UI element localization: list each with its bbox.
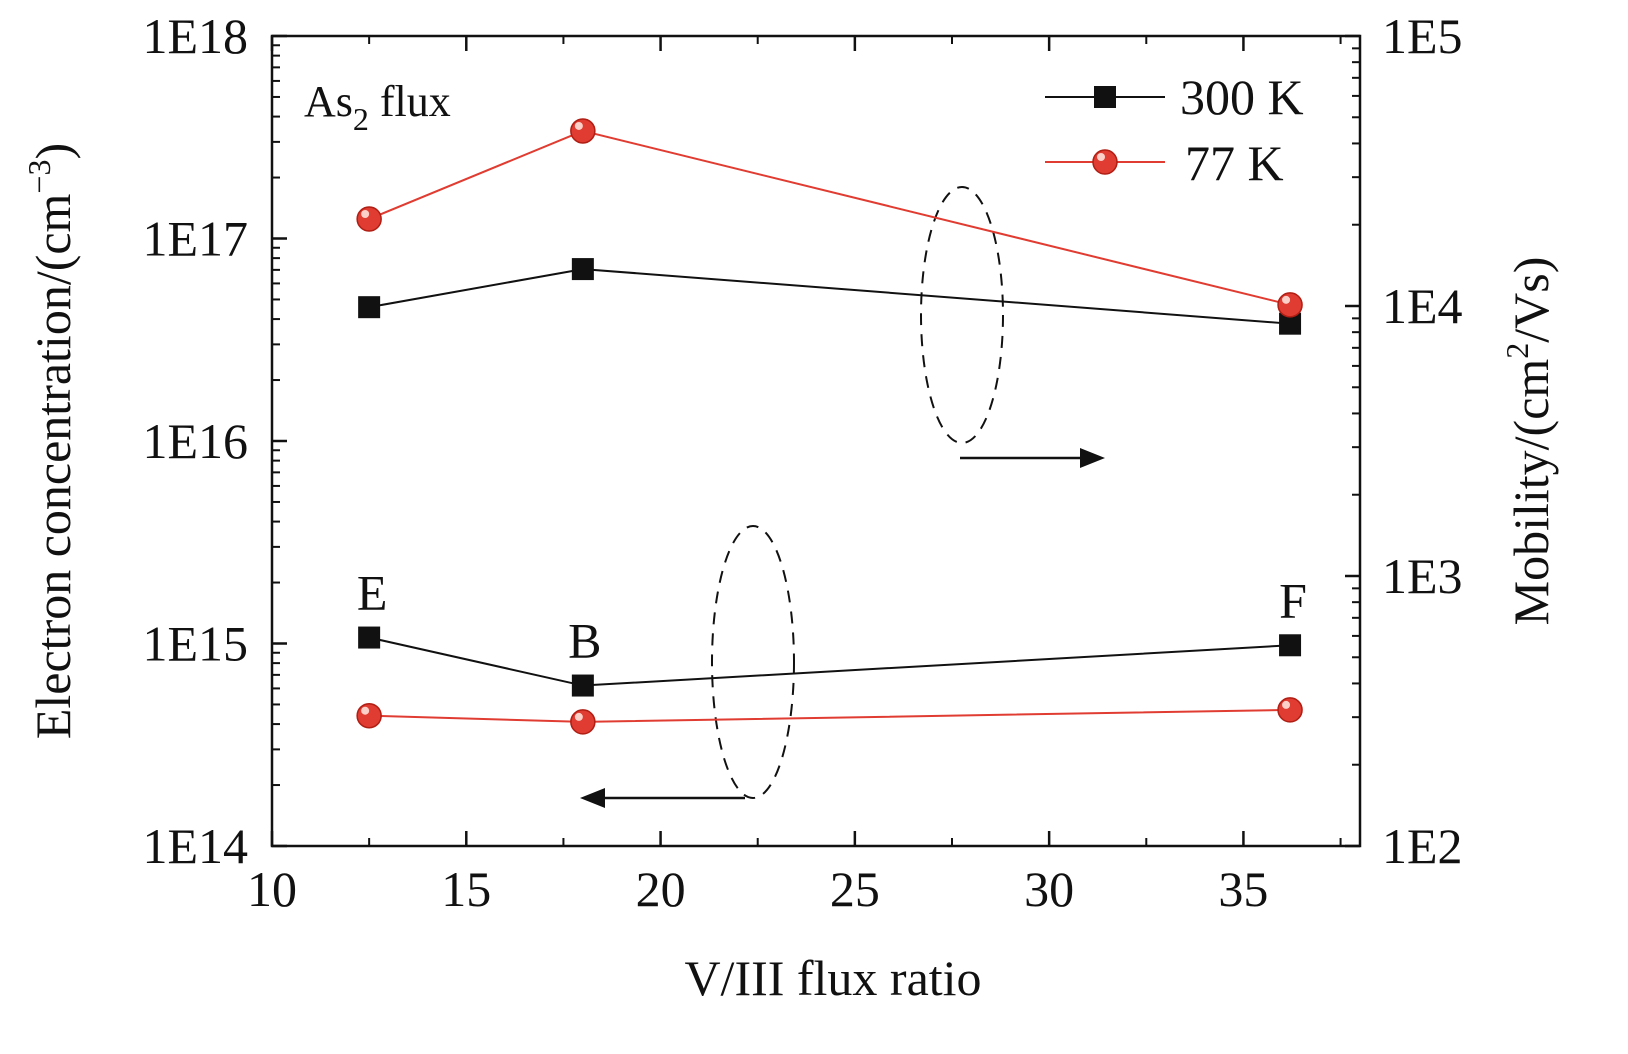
flux-annotation-rest: flux <box>369 77 451 126</box>
point-label-f: F <box>1279 572 1307 628</box>
legend-label-300k: 300 K <box>1180 69 1304 125</box>
point-label-e: E <box>357 565 388 621</box>
right-axis-ticks: 1E2 1E3 1E4 1E5 <box>1345 8 1463 874</box>
data-point-300-k-mobility <box>1279 312 1302 335</box>
series-line-300-k-electron-concentration <box>368 636 1291 687</box>
point-labels: EBF <box>357 565 1307 669</box>
data-point-300-k-electron-concentration <box>571 674 594 697</box>
data-point-77-k-mobility <box>356 206 382 232</box>
y-left-title-text: Electron concentration/(cm <box>25 193 81 739</box>
y-right-title-text: Mobility/(cm <box>1503 359 1559 626</box>
left-tick-label: 1E15 <box>142 616 248 672</box>
bottom-axis-ticks: 10 15 20 25 30 35 <box>247 36 1342 917</box>
mobility-group-ellipse <box>920 186 1004 444</box>
y-axis-left-title: Electron concentration/(cm−3) <box>21 143 81 739</box>
legend-label-77k: 77 K <box>1185 135 1284 191</box>
mobility-axis-arrowhead <box>1080 448 1105 468</box>
x-axis-title: V/III flux ratio <box>684 950 981 1006</box>
flux-annotation: As2 flux <box>304 77 451 137</box>
y-axis-right-title: Mobility/(cm2/Vs) <box>1499 257 1559 626</box>
right-tick-label: 1E4 <box>1382 278 1463 334</box>
data-point-300-k-electron-concentration <box>1279 634 1302 657</box>
left-tick-label: 1E17 <box>142 211 248 267</box>
data-point-300-k-mobility <box>358 296 381 319</box>
left-tick-label: 1E18 <box>142 8 248 64</box>
data-point-77-k-electron-concentration <box>570 709 596 735</box>
right-tick-label: 1E3 <box>1382 548 1463 604</box>
bottom-tick-label: 35 <box>1218 861 1268 917</box>
bottom-tick-label: 25 <box>830 861 880 917</box>
y-right-title-close: /Vs) <box>1503 257 1559 343</box>
data-point-300-k-electron-concentration <box>358 626 381 649</box>
y-right-title-sup: 2 <box>1499 343 1535 359</box>
point-label-b: B <box>568 613 601 669</box>
concentration-group-ellipse <box>711 525 795 799</box>
data-point-77-k-electron-concentration <box>1277 697 1303 723</box>
data-point-highlight-77-k-electron-concentration <box>1282 700 1291 709</box>
data-point-77-k-mobility <box>1277 292 1303 318</box>
flux-annotation-main: As <box>304 77 353 126</box>
legend-marker-300k <box>1094 86 1116 108</box>
y-left-title-close: ) <box>25 143 81 160</box>
series-line-77-k-electron-concentration <box>369 708 1291 723</box>
bottom-tick-label: 20 <box>636 861 686 917</box>
bottom-tick-label: 10 <box>247 861 297 917</box>
data-point-highlight-77-k-electron-concentration <box>361 706 370 715</box>
series-line-77-k-mobility <box>368 129 1291 306</box>
data-point-300-k-mobility <box>571 258 594 281</box>
data-point-highlight-77-k-mobility <box>574 121 583 130</box>
data-point-77-k-mobility <box>570 118 596 144</box>
flux-annotation-sub: 2 <box>353 101 369 137</box>
data-point-highlight-77-k-mobility <box>1282 295 1291 304</box>
legend-marker-77k <box>1092 149 1118 175</box>
legend: 300 K 77 K <box>1045 69 1304 191</box>
left-tick-label: 1E16 <box>142 413 248 469</box>
series-layer <box>356 118 1303 735</box>
left-tick-label: 1E14 <box>142 818 248 874</box>
right-tick-label: 1E5 <box>1382 8 1463 64</box>
concentration-axis-arrowhead <box>580 788 605 808</box>
data-point-highlight-77-k-mobility <box>361 210 370 219</box>
left-axis-ticks: 1E14 1E15 1E16 1E17 1E18 <box>142 8 287 874</box>
legend-marker-77k-highlight <box>1097 153 1105 161</box>
bottom-tick-label: 30 <box>1024 861 1074 917</box>
right-tick-label: 1E2 <box>1382 818 1463 874</box>
y-left-title-sup: −3 <box>21 160 57 194</box>
data-point-highlight-77-k-electron-concentration <box>574 712 583 721</box>
data-point-77-k-electron-concentration <box>356 702 382 729</box>
series-line-300-k-mobility <box>368 268 1291 325</box>
bottom-tick-label: 15 <box>441 861 491 917</box>
